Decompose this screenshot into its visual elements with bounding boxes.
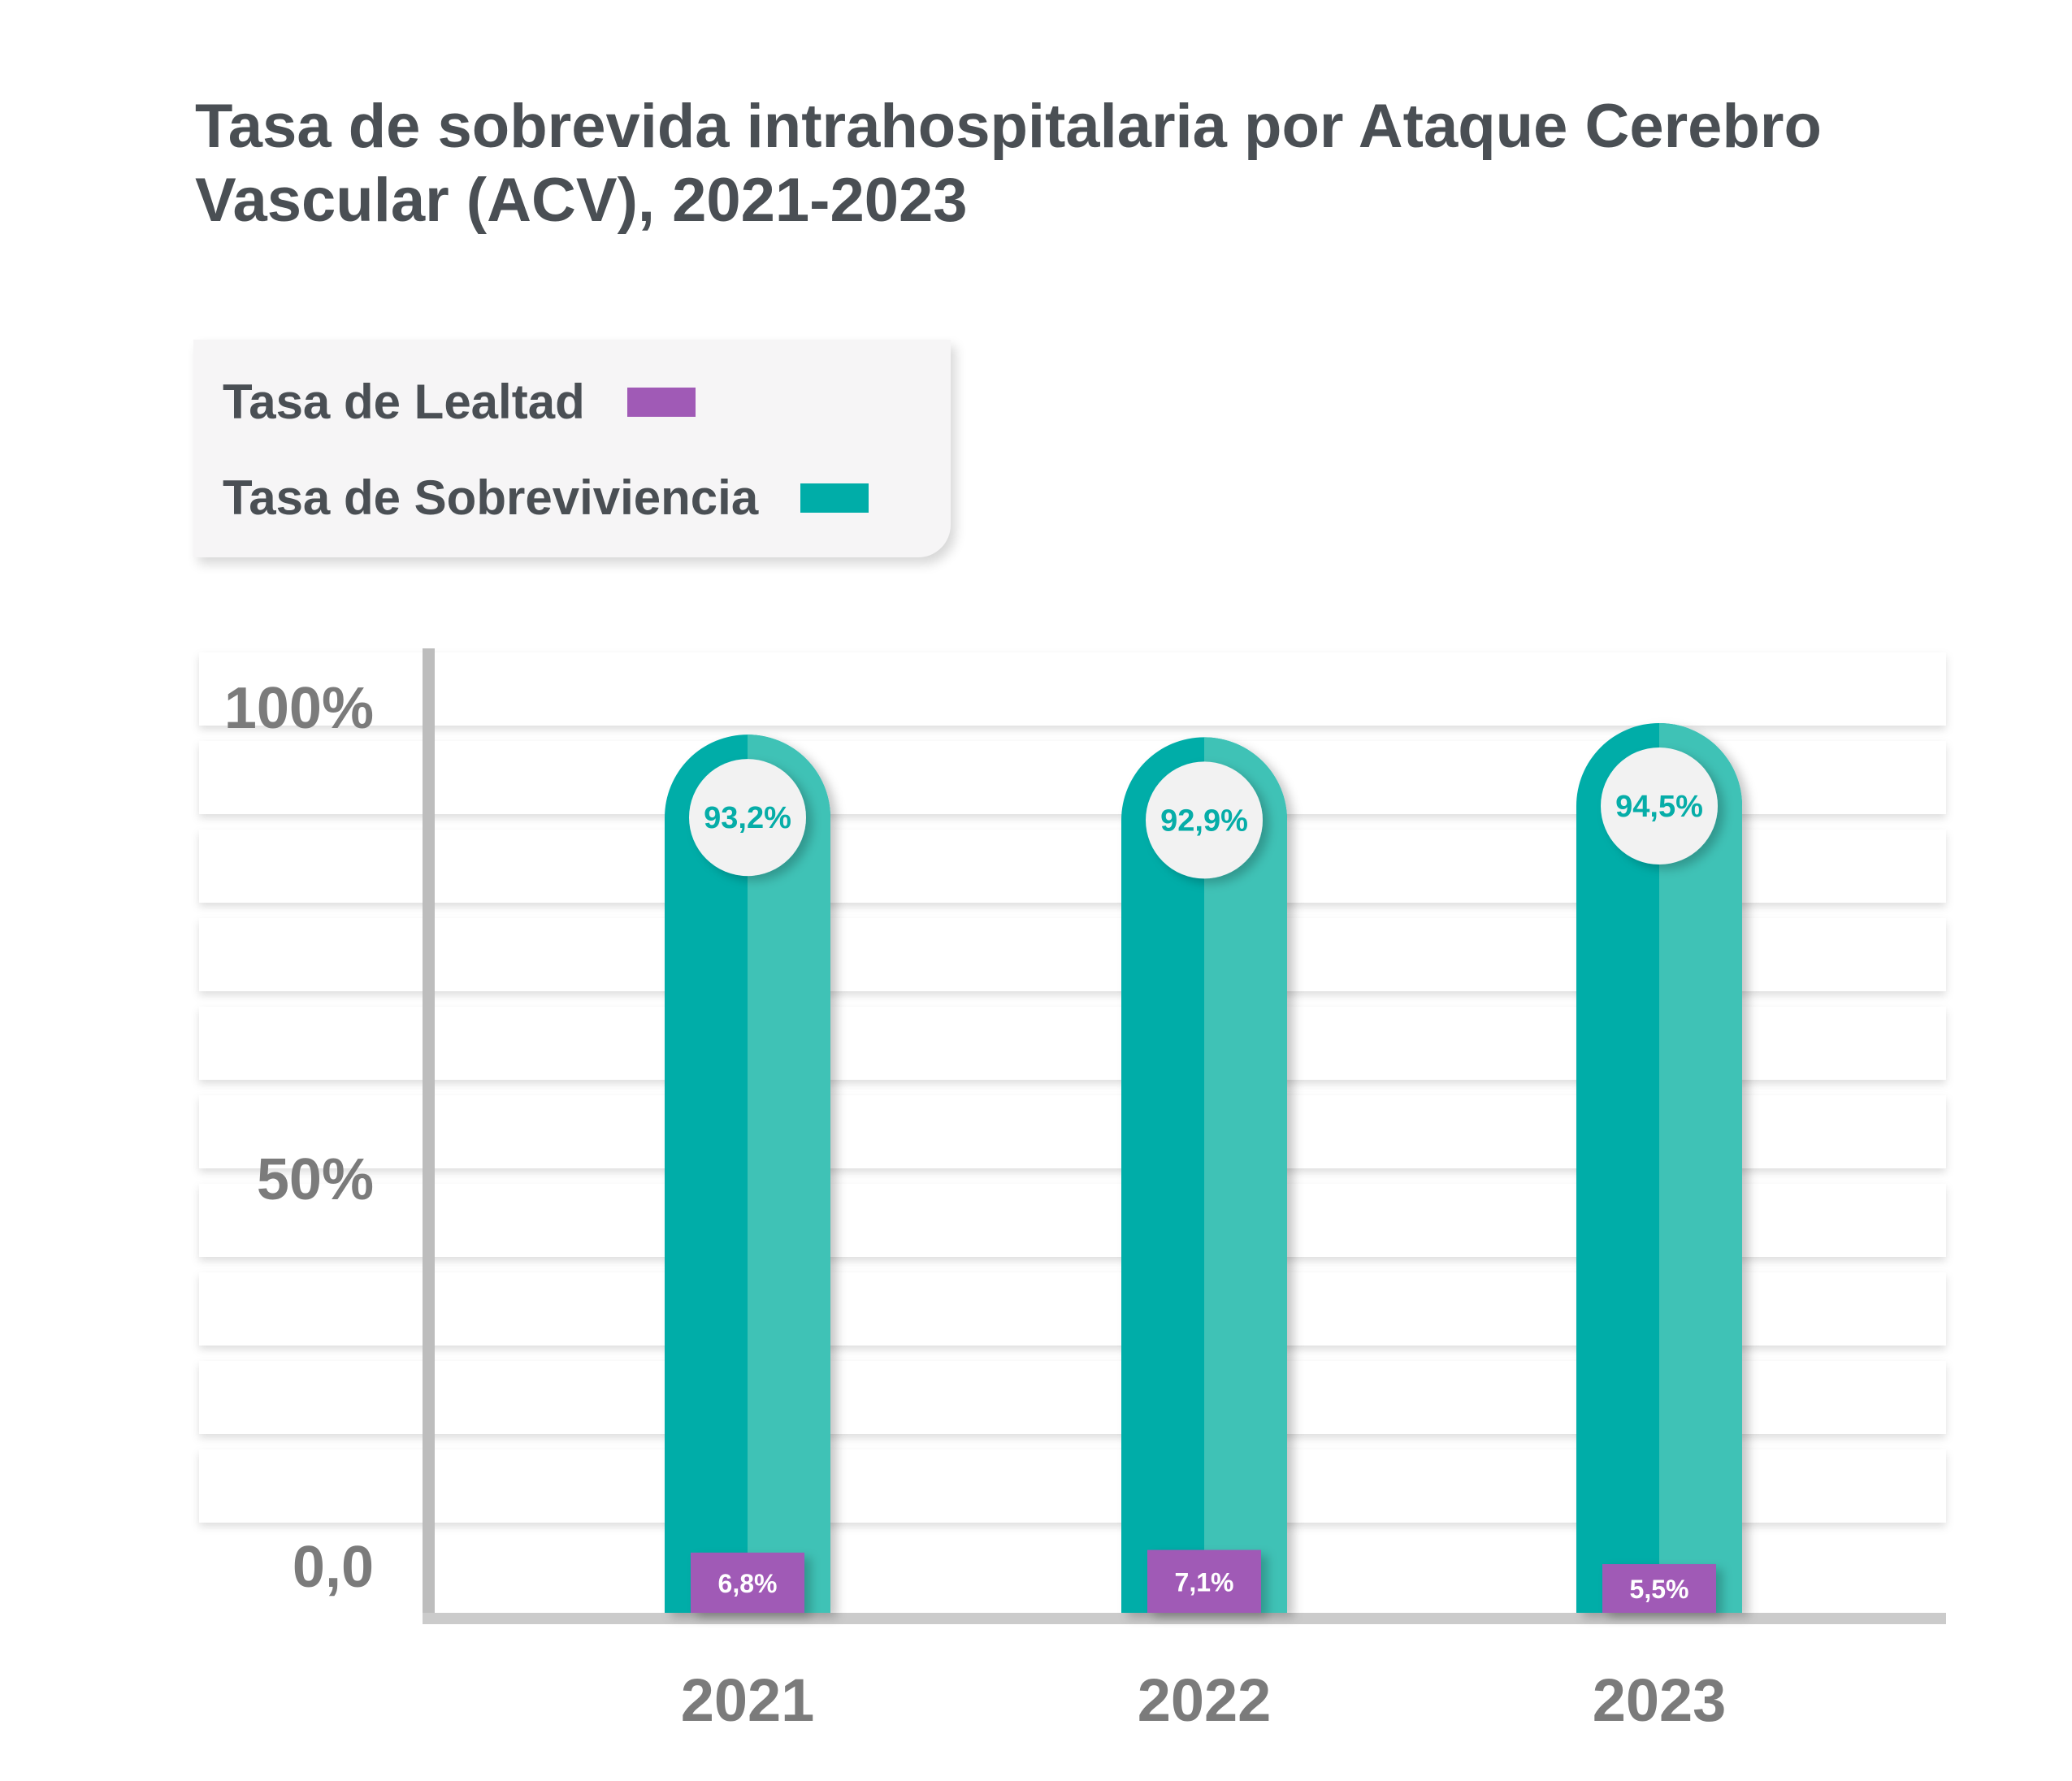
x-axis [423, 1613, 1946, 1624]
survival-bar-highlight [1659, 722, 1742, 1614]
bar-group-2023: 94,5% 5,5% [1576, 722, 1742, 1614]
axes [423, 648, 1946, 1624]
y-axis [423, 648, 435, 1623]
y-tick-labels: 100% 50% 0,0 [224, 676, 374, 1600]
loyalty-value-label: 5,5% [1630, 1575, 1689, 1604]
loyalty-bar [1147, 1549, 1261, 1613]
legend-swatch-lealtad [626, 387, 696, 417]
survival-bar-highlight [748, 734, 830, 1613]
x-tick-label: 2022 [1138, 1666, 1272, 1734]
x-tick-label: 2023 [1593, 1666, 1727, 1734]
loyalty-value-label: 7,1% [1175, 1567, 1234, 1597]
bar-group-2022: 92,9% 7,1% [1121, 737, 1287, 1613]
grid-band [199, 652, 1946, 726]
value-bubble [1601, 747, 1718, 864]
value-bubble [689, 759, 806, 877]
y-tick-label: 50% [257, 1147, 374, 1212]
legend-label-sobreviviencia: Tasa de Sobreviviencia [223, 470, 759, 525]
survival-bar-highlight [1204, 737, 1287, 1613]
loyalty-bar [1602, 1564, 1716, 1613]
survival-value-label: 92,9% [1160, 804, 1248, 838]
value-bubble [1146, 761, 1263, 879]
y-tick-label: 100% [224, 676, 374, 741]
legend-swatch-sobreviviencia [800, 483, 869, 513]
loyalty-bar [691, 1552, 804, 1613]
legend-item-sobreviviencia: Tasa de Sobreviviencia [223, 470, 869, 526]
legend-label-lealtad: Tasa de Lealtad [223, 375, 585, 429]
x-tick-labels: 2021 2022 2023 [681, 1666, 1727, 1734]
loyalty-value-label: 6,8% [718, 1569, 778, 1598]
x-tick-label: 2021 [681, 1666, 815, 1734]
chart-title: Tasa de sobrevida intrahospitalaria por … [195, 92, 1822, 236]
y-tick-label: 0,0 [293, 1535, 374, 1600]
bars: 93,2% 6,8% 92,9% 7,1% 94,5% 5,5% [665, 722, 1742, 1614]
bar-group-2021: 93,2% 6,8% [665, 734, 830, 1613]
survival-value-label: 94,5% [1615, 790, 1703, 824]
legend-item-lealtad: Tasa de Lealtad [223, 374, 696, 430]
survival-value-label: 93,2% [704, 801, 791, 835]
legend: Tasa de Lealtad Tasa de Sobreviviencia [193, 340, 951, 557]
